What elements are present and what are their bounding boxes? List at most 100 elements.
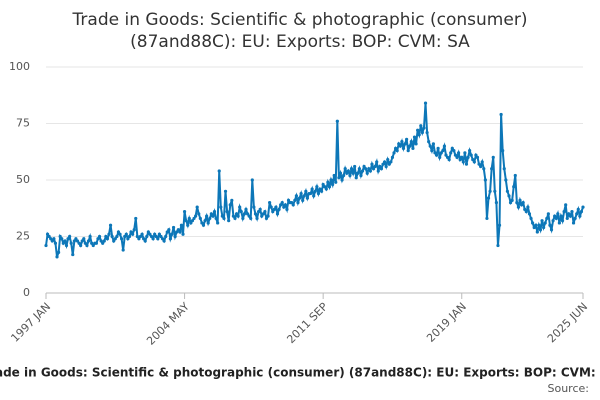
point <box>538 228 543 232</box>
point <box>233 216 237 221</box>
point <box>417 133 421 137</box>
point <box>52 237 56 241</box>
point <box>308 191 313 196</box>
point <box>119 237 124 241</box>
point <box>170 232 174 236</box>
point <box>68 234 72 239</box>
y-tick-label: 100 <box>9 60 30 73</box>
point <box>557 221 561 225</box>
point <box>47 234 51 239</box>
point <box>225 210 229 214</box>
point <box>112 239 116 243</box>
point <box>187 216 191 221</box>
point <box>334 180 338 184</box>
point <box>409 139 413 144</box>
point <box>565 216 569 221</box>
point <box>279 203 283 207</box>
point <box>53 241 58 245</box>
x-tick-label: 2025 JUN <box>545 300 590 345</box>
point <box>149 234 154 239</box>
point <box>294 194 298 198</box>
point <box>505 189 510 193</box>
point <box>359 173 363 178</box>
point <box>198 216 202 221</box>
point <box>192 216 196 221</box>
point <box>256 210 261 214</box>
point <box>488 189 492 193</box>
point <box>167 228 171 232</box>
point <box>567 212 571 216</box>
point <box>211 214 215 218</box>
point <box>425 130 429 135</box>
point <box>370 162 374 166</box>
point <box>220 214 224 218</box>
point <box>277 207 281 211</box>
point <box>88 234 92 239</box>
point <box>381 162 385 166</box>
point <box>291 203 295 207</box>
point <box>312 194 316 198</box>
point <box>305 196 310 200</box>
point <box>268 201 272 205</box>
point <box>579 210 584 214</box>
point <box>143 239 147 243</box>
point <box>427 139 431 144</box>
point <box>316 191 321 196</box>
point <box>461 160 465 164</box>
point <box>63 239 67 243</box>
point <box>247 214 251 218</box>
point <box>113 237 117 241</box>
point <box>365 171 369 175</box>
point <box>116 230 121 234</box>
point <box>371 167 376 171</box>
point <box>206 221 210 225</box>
point <box>345 171 349 175</box>
point <box>216 221 220 225</box>
point <box>573 216 577 221</box>
point <box>124 232 128 236</box>
point <box>176 228 180 232</box>
point <box>45 232 50 236</box>
point <box>297 196 302 200</box>
point <box>282 205 286 209</box>
point <box>422 126 426 130</box>
point <box>578 214 582 218</box>
point <box>535 230 539 234</box>
point <box>568 214 573 218</box>
point <box>423 101 428 105</box>
point <box>335 119 339 123</box>
point <box>497 223 502 227</box>
point <box>442 144 447 148</box>
point <box>364 167 368 171</box>
point <box>445 155 450 159</box>
point <box>346 169 350 173</box>
point <box>302 194 306 198</box>
point <box>110 234 114 239</box>
point <box>261 212 265 216</box>
point <box>137 237 141 241</box>
point <box>249 216 253 221</box>
point <box>499 112 503 117</box>
point <box>105 237 110 241</box>
point <box>453 153 458 157</box>
point <box>239 210 243 214</box>
point <box>452 149 456 153</box>
point <box>468 149 472 153</box>
point <box>154 234 158 239</box>
point <box>219 205 223 209</box>
point <box>554 216 558 221</box>
point <box>230 198 234 202</box>
point <box>115 234 119 239</box>
point <box>90 241 94 245</box>
point <box>194 214 198 218</box>
point <box>157 232 161 236</box>
point <box>71 252 75 257</box>
point <box>524 210 528 214</box>
point <box>85 243 89 248</box>
point <box>227 219 231 223</box>
point <box>332 173 336 178</box>
source: Source: <box>548 382 590 395</box>
point <box>299 191 303 196</box>
point <box>72 239 76 243</box>
point <box>175 230 179 234</box>
